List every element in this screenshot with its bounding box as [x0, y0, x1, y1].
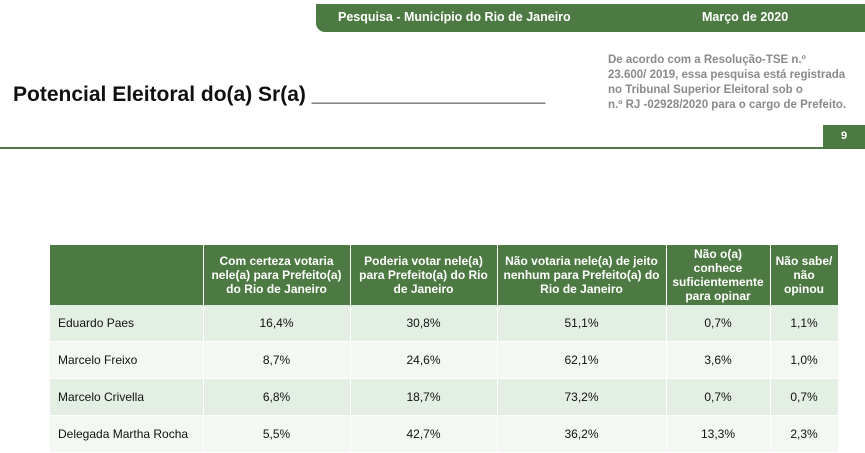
page-title: Potencial Eleitoral do(a) Sr(a) ________…: [13, 83, 546, 106]
table-cell: 2,3%: [770, 415, 839, 453]
registration-note-line: no Tribunal Superior Eleitoral sob o: [608, 84, 803, 96]
column-header-candidate: [50, 245, 204, 305]
registration-note-line: 23.600/ 2019, essa pesquisa está registr…: [608, 69, 846, 81]
candidate-name: Marcelo Crivella: [50, 378, 204, 416]
table-cell: 1,0%: [770, 341, 839, 379]
column-header-does-not-know: Não o(a) conhece suficientemente para op…: [666, 245, 771, 305]
table-cell: 0,7%: [770, 378, 839, 416]
table-row: Delegada Martha Rocha 5,5% 42,7% 36,2% 1…: [50, 415, 839, 453]
table-cell: 5,5%: [203, 415, 351, 453]
table-cell: 18,7%: [350, 378, 498, 416]
table-cell: 13,3%: [666, 415, 771, 453]
table-cell: 62,1%: [497, 341, 667, 379]
survey-title: Pesquisa - Município do Rio de Janeiro: [338, 10, 571, 24]
header-divider: [0, 147, 865, 149]
table-cell: 36,2%: [497, 415, 667, 453]
column-header-could-vote: Poderia votar nele(a) para Prefeito(a) d…: [350, 245, 498, 305]
table-cell: 30,8%: [350, 305, 498, 342]
page-number-badge: 9: [823, 125, 865, 147]
table-row: Marcelo Freixo 8,7% 24,6% 62,1% 3,6% 1,0…: [50, 341, 839, 379]
table-cell: 42,7%: [350, 415, 498, 453]
table-cell: 8,7%: [203, 341, 351, 379]
header-bar: Pesquisa - Município do Rio de Janeiro M…: [316, 4, 865, 32]
table-cell: 16,4%: [203, 305, 351, 342]
table-cell: 0,7%: [666, 378, 771, 416]
table-cell: 6,8%: [203, 378, 351, 416]
table-cell: 3,6%: [666, 341, 771, 379]
table-cell: 1,1%: [770, 305, 839, 342]
column-header-would-not-vote: Não votaria nele(a) de jeito nenhum para…: [497, 245, 667, 305]
candidate-name: Delegada Martha Rocha: [50, 415, 204, 453]
registration-note: De acordo com a Resolução-TSE n.º 23.600…: [608, 53, 858, 113]
table-cell: 24,6%: [350, 341, 498, 379]
registration-note-line: n.º RJ -02928/2020 para o cargo de Prefe…: [608, 99, 847, 111]
results-table: Com certeza votaria nele(a) para Prefeit…: [50, 245, 839, 453]
table-row: Eduardo Paes 16,4% 30,8% 51,1% 0,7% 1,1%: [50, 305, 839, 342]
registration-note-line: De acordo com a Resolução-TSE n.º: [608, 54, 806, 66]
table-cell: 51,1%: [497, 305, 667, 342]
candidate-name: Marcelo Freixo: [50, 341, 204, 379]
survey-date: Março de 2020: [702, 10, 789, 24]
table-cell: 0,7%: [666, 305, 771, 342]
column-header-no-opinion: Não sabe/ não opinou: [770, 245, 839, 305]
candidate-name: Eduardo Paes: [50, 305, 204, 342]
table-row: Marcelo Crivella 6,8% 18,7% 73,2% 0,7% 0…: [50, 378, 839, 416]
table-cell: 73,2%: [497, 378, 667, 416]
column-header-certainly-vote: Com certeza votaria nele(a) para Prefeit…: [203, 245, 351, 305]
table-header-row: Com certeza votaria nele(a) para Prefeit…: [50, 245, 839, 305]
